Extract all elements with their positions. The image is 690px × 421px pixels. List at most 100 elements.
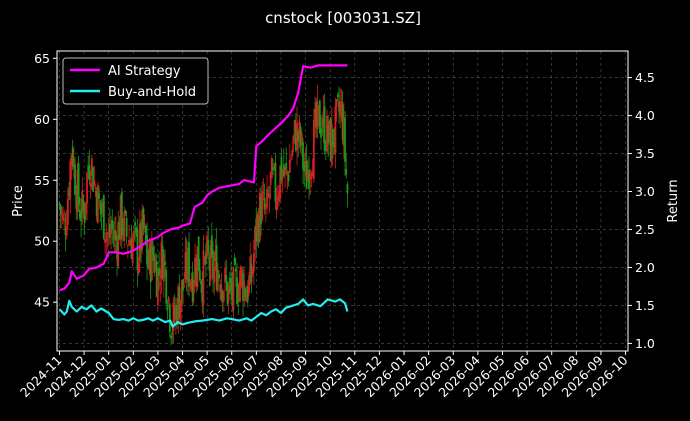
candle-body [322, 111, 325, 127]
candle-body [216, 269, 219, 291]
candle-body [83, 214, 86, 223]
candle-body [286, 171, 289, 175]
candle-body [98, 192, 100, 199]
candle-body [189, 280, 192, 284]
candle-body [122, 228, 124, 235]
candle-body [116, 243, 118, 260]
candle-body [64, 228, 67, 235]
candle-body [172, 302, 175, 331]
candle-body [119, 194, 122, 240]
candle-body [267, 193, 270, 196]
candle-body [218, 274, 220, 278]
candlesticks [58, 85, 349, 346]
candle-body [227, 285, 230, 301]
candle-body [86, 172, 88, 204]
candle-body [276, 196, 279, 201]
candle-body [89, 183, 92, 187]
candle-body [155, 261, 158, 298]
candle-body [318, 100, 321, 134]
candle-body [225, 275, 228, 282]
candle-body [316, 101, 319, 130]
candle-body [296, 122, 298, 151]
candle-body [150, 240, 153, 281]
candle-body [323, 106, 326, 151]
candle-body [84, 202, 87, 214]
candle-body [138, 223, 141, 261]
candle-body [346, 184, 349, 194]
candle-body [327, 125, 330, 143]
candle-body [215, 244, 218, 290]
y-axis-label-left: Price [11, 185, 26, 217]
candle-body [260, 197, 262, 225]
candle-body [328, 120, 331, 138]
candle-body [251, 269, 254, 274]
candle-body [104, 239, 106, 243]
candle-body [192, 283, 195, 294]
candle-body [178, 287, 181, 318]
candle-body [224, 268, 226, 283]
candle-body [106, 233, 109, 235]
candle-body [228, 277, 231, 283]
candle-body [255, 218, 258, 242]
candle-body [168, 304, 171, 333]
candle-body [207, 239, 210, 254]
candle-body [82, 199, 85, 213]
y-tick-label-left: 50 [34, 234, 50, 249]
candle-body [340, 102, 343, 110]
candle-body [111, 220, 114, 230]
candle-body [141, 209, 144, 249]
candle-body [143, 223, 146, 225]
candle-body [66, 198, 69, 225]
candle-body [213, 265, 216, 283]
y-tick-label-left: 45 [34, 295, 50, 310]
candle-body [274, 162, 277, 202]
candle-body [237, 297, 240, 302]
candle-body [185, 253, 188, 280]
candle-body [124, 210, 127, 214]
y-tick-label-right: 1.0 [635, 336, 655, 351]
candle-body [113, 229, 116, 240]
candle-body [108, 223, 111, 238]
candle-body [299, 126, 302, 146]
candle-body [159, 283, 162, 286]
candle-body [208, 258, 211, 271]
candle-body [264, 205, 267, 209]
candle-body [252, 253, 255, 272]
candle-body [311, 170, 314, 177]
candle-body [210, 235, 213, 255]
candle-body [248, 275, 250, 294]
candle-body [158, 268, 160, 276]
candle-body [303, 162, 306, 172]
candle-body [345, 168, 348, 175]
candle-body [332, 128, 334, 148]
candle-body [297, 131, 300, 142]
candle-body [78, 209, 81, 219]
candle-body [263, 197, 266, 210]
y-tick-label-right: 3.5 [635, 146, 655, 161]
candle-body [194, 257, 196, 286]
candle-body [100, 204, 103, 214]
candle-body [302, 142, 304, 170]
candle-body [176, 305, 178, 326]
candle-body [221, 291, 224, 302]
candle-body [134, 221, 136, 226]
candle-body [95, 191, 98, 217]
candle-body [149, 245, 152, 283]
candle-body [342, 118, 345, 146]
candle-body [146, 235, 148, 265]
candle-body [129, 243, 132, 246]
candle-body [226, 282, 229, 304]
candle-body [234, 268, 237, 272]
legend-label-buyhold: Buy-and-Hold [108, 85, 196, 100]
candle-body [190, 281, 193, 289]
candle-body [219, 284, 222, 292]
candle-body [293, 120, 296, 134]
candle-body [249, 256, 252, 284]
candle-body [180, 280, 183, 304]
candle-body [186, 247, 189, 282]
candle-body [154, 261, 157, 270]
candle-body [204, 253, 207, 265]
candle-body [282, 164, 285, 177]
candle-body [281, 173, 284, 177]
candle-body [200, 280, 202, 285]
